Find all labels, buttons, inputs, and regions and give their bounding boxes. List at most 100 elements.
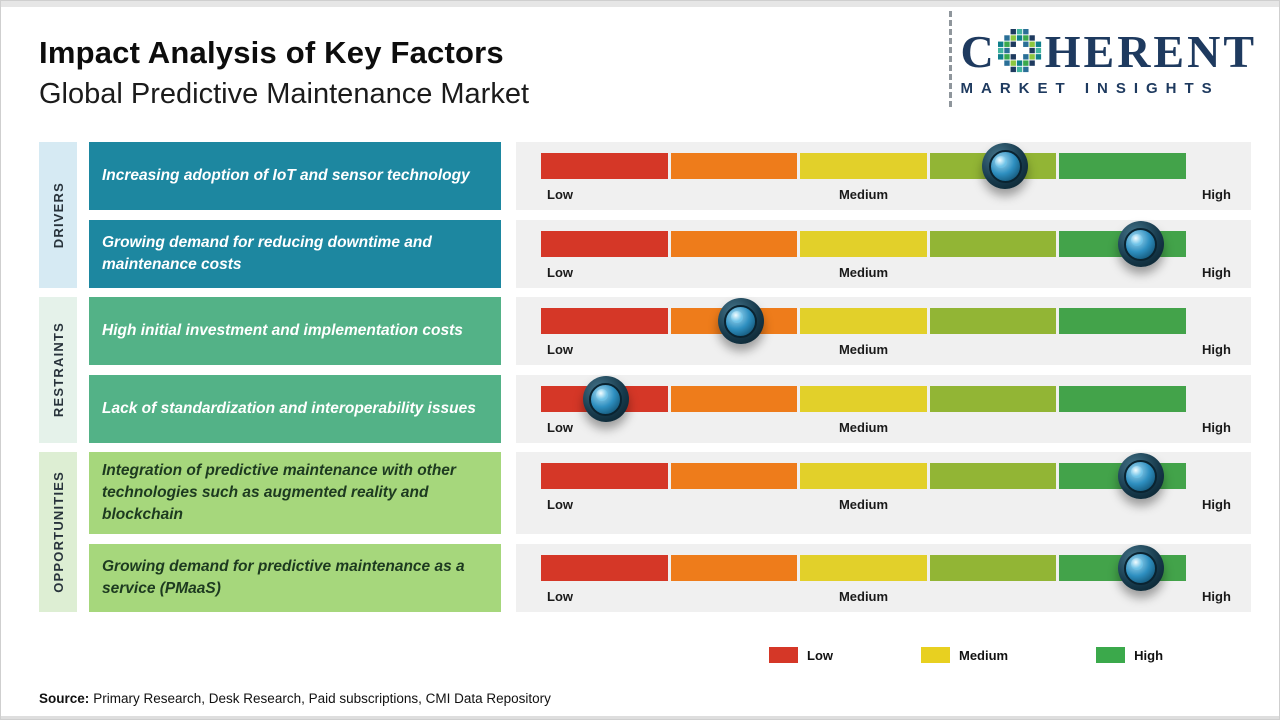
bottom-border	[1, 716, 1279, 719]
gauge-bar	[541, 298, 1186, 344]
logo-text-rest: HERENT	[1044, 26, 1257, 77]
factors-grid: DRIVERS Increasing adoption of IoT and se…	[39, 142, 1251, 612]
legend-swatch	[1096, 647, 1126, 663]
category-group-opportunities: OPPORTUNITIES Integration of predictive m…	[39, 452, 1251, 612]
scale-label-low: Low	[547, 265, 573, 280]
scale-label-high: High	[1202, 187, 1231, 202]
logo-text-c: C	[960, 26, 997, 77]
gauge-segment-1	[541, 555, 668, 581]
impact-marker	[582, 376, 629, 422]
impact-marker-inner	[589, 382, 622, 416]
gauge-segment-1	[541, 463, 668, 489]
impact-gauge: Low Medium High	[516, 544, 1251, 612]
scale-label-low: Low	[547, 342, 573, 357]
gauge-segment-1	[541, 153, 668, 179]
gauge-segment-4	[929, 231, 1057, 257]
gauge-segment-1	[541, 231, 668, 257]
gauge-segment-3	[800, 153, 927, 179]
legend-item-low: Low	[769, 647, 833, 663]
impact-marker-gloss	[1130, 466, 1143, 478]
category-band-opportunities: OPPORTUNITIES	[39, 452, 77, 612]
legend-label: Low	[807, 647, 833, 663]
page-subtitle: Global Predictive Maintenance Market	[39, 78, 530, 110]
scale-label-low: Low	[547, 420, 573, 435]
factor-text: High initial investment and implementati…	[102, 322, 463, 339]
impact-marker-gloss	[595, 389, 608, 401]
gauge-scale-labels: Low Medium High	[541, 586, 1231, 610]
scale-label-medium: Medium	[838, 589, 889, 604]
gauge-scale-labels: Low Medium High	[541, 339, 1231, 363]
impact-marker	[1117, 221, 1164, 267]
gauge-segment-4	[929, 386, 1057, 412]
legend-label: High	[1134, 647, 1164, 663]
scale-label-medium: Medium	[838, 265, 889, 280]
top-border	[1, 1, 1279, 7]
impact-gauge: Low Medium High	[516, 375, 1251, 443]
factor-box: Lack of standardization and interoperabi…	[89, 375, 501, 443]
gauge-segment-5	[1059, 308, 1186, 334]
gauge-bar	[541, 221, 1186, 267]
gauge-segment-4	[929, 308, 1057, 334]
factor-box: Growing demand for reducing downtime and…	[89, 220, 501, 288]
impact-gauge: Low Medium High	[516, 142, 1251, 210]
impact-marker-gloss	[1130, 558, 1143, 570]
factor-text: Lack of standardization and interoperabi…	[102, 400, 476, 417]
gauge-segment-2	[670, 231, 798, 257]
factor-text: Integration of predictive maintenance wi…	[102, 462, 456, 523]
scale-label-high: High	[1202, 265, 1231, 280]
gauge-segment-2	[670, 463, 798, 489]
source-line: Source: Primary Research, Desk Research, …	[39, 691, 551, 706]
impact-marker-inner	[724, 304, 758, 338]
gauge-segment-2	[670, 555, 798, 581]
logo-o-mosaic-icon	[997, 29, 1041, 73]
scale-label-medium: Medium	[838, 497, 889, 512]
coherent-logo: C HERENT MARKET INSIGHTS	[960, 26, 1258, 98]
factor-row: Integration of predictive maintenance wi…	[89, 452, 1251, 534]
factor-box: Growing demand for predictive maintenanc…	[89, 544, 501, 612]
impact-marker-gloss	[730, 311, 743, 323]
scale-label-medium: Medium	[838, 420, 889, 435]
dashed-divider	[949, 11, 952, 107]
source-text: Primary Research, Desk Research, Paid su…	[93, 691, 551, 706]
gauge-segment-3	[800, 555, 927, 581]
gauge-segment-5	[1059, 153, 1186, 179]
factor-text: Growing demand for predictive maintenanc…	[102, 558, 465, 597]
impact-marker	[717, 298, 764, 344]
impact-gauge: Low Medium High	[516, 452, 1251, 534]
impact-marker-inner	[1124, 227, 1158, 261]
impact-gauge: Low Medium High	[516, 220, 1251, 288]
gauge-segment-4	[929, 555, 1057, 581]
category-band-drivers: DRIVERS	[39, 142, 77, 288]
legend-item-high: High	[1096, 647, 1163, 663]
gauge-scale-labels: Low Medium High	[541, 417, 1231, 441]
impact-marker	[982, 143, 1029, 189]
gauge-bar	[541, 143, 1186, 189]
category-label-restraints: RESTRAINTS	[50, 322, 66, 418]
factor-text: Increasing adoption of IoT and sensor te…	[102, 167, 470, 184]
factor-row: Lack of standardization and interoperabi…	[89, 375, 1251, 443]
gauge-segment-2	[670, 153, 798, 179]
factor-row: Growing demand for predictive maintenanc…	[89, 544, 1251, 612]
category-label-drivers: DRIVERS	[50, 181, 66, 249]
legend-item-medium: Medium	[921, 647, 1008, 663]
impact-gauge: Low Medium High	[516, 297, 1251, 365]
logo-tagline: MARKET INSIGHTS	[960, 80, 1220, 97]
category-rows-drivers: Increasing adoption of IoT and sensor te…	[89, 142, 1251, 288]
factor-box: Increasing adoption of IoT and sensor te…	[89, 142, 501, 210]
scale-label-high: High	[1202, 497, 1231, 512]
gauge-segment-3	[800, 386, 927, 412]
legend-swatch	[921, 647, 950, 663]
gauge-scale-labels: Low Medium High	[541, 184, 1231, 208]
impact-marker-inner	[988, 149, 1022, 183]
legend-label: Medium	[959, 647, 1009, 663]
category-group-restraints: RESTRAINTS High initial investment and im…	[39, 297, 1251, 443]
category-band-restraints: RESTRAINTS	[39, 297, 77, 443]
gauge-segment-3	[800, 463, 927, 489]
scale-label-medium: Medium	[838, 187, 889, 202]
gauge-bar	[541, 376, 1186, 422]
category-label-opportunities: OPPORTUNITIES	[50, 471, 66, 593]
impact-marker-inner	[1124, 551, 1158, 585]
page-title: Impact Analysis of Key Factors	[39, 35, 504, 70]
gauge-segment-1	[541, 308, 668, 334]
